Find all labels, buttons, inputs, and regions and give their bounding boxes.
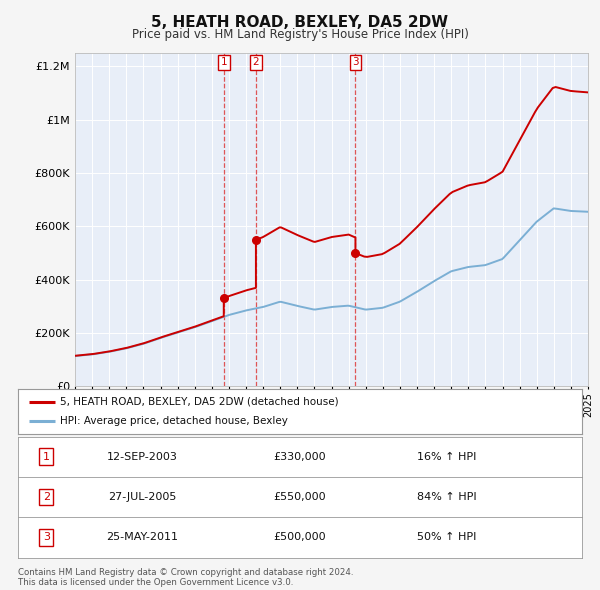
Text: 5, HEATH ROAD, BEXLEY, DA5 2DW (detached house): 5, HEATH ROAD, BEXLEY, DA5 2DW (detached… — [60, 397, 339, 407]
Text: 27-JUL-2005: 27-JUL-2005 — [108, 492, 176, 502]
Text: 84% ↑ HPI: 84% ↑ HPI — [417, 492, 476, 502]
Text: Price paid vs. HM Land Registry's House Price Index (HPI): Price paid vs. HM Land Registry's House … — [131, 28, 469, 41]
Text: 12-SEP-2003: 12-SEP-2003 — [107, 452, 178, 462]
Text: 2: 2 — [43, 492, 50, 502]
Text: 1: 1 — [43, 452, 50, 462]
Text: HPI: Average price, detached house, Bexley: HPI: Average price, detached house, Bexl… — [60, 417, 288, 426]
Text: 16% ↑ HPI: 16% ↑ HPI — [417, 452, 476, 462]
Text: £550,000: £550,000 — [274, 492, 326, 502]
Text: Contains HM Land Registry data © Crown copyright and database right 2024.
This d: Contains HM Land Registry data © Crown c… — [18, 568, 353, 587]
Text: 25-MAY-2011: 25-MAY-2011 — [106, 532, 178, 542]
Text: 5, HEATH ROAD, BEXLEY, DA5 2DW: 5, HEATH ROAD, BEXLEY, DA5 2DW — [151, 15, 449, 30]
Text: 1: 1 — [220, 57, 227, 67]
Text: 3: 3 — [352, 57, 359, 67]
Text: 50% ↑ HPI: 50% ↑ HPI — [417, 532, 476, 542]
Text: £330,000: £330,000 — [274, 452, 326, 462]
Text: £500,000: £500,000 — [274, 532, 326, 542]
Text: 3: 3 — [43, 532, 50, 542]
Text: 2: 2 — [253, 57, 259, 67]
